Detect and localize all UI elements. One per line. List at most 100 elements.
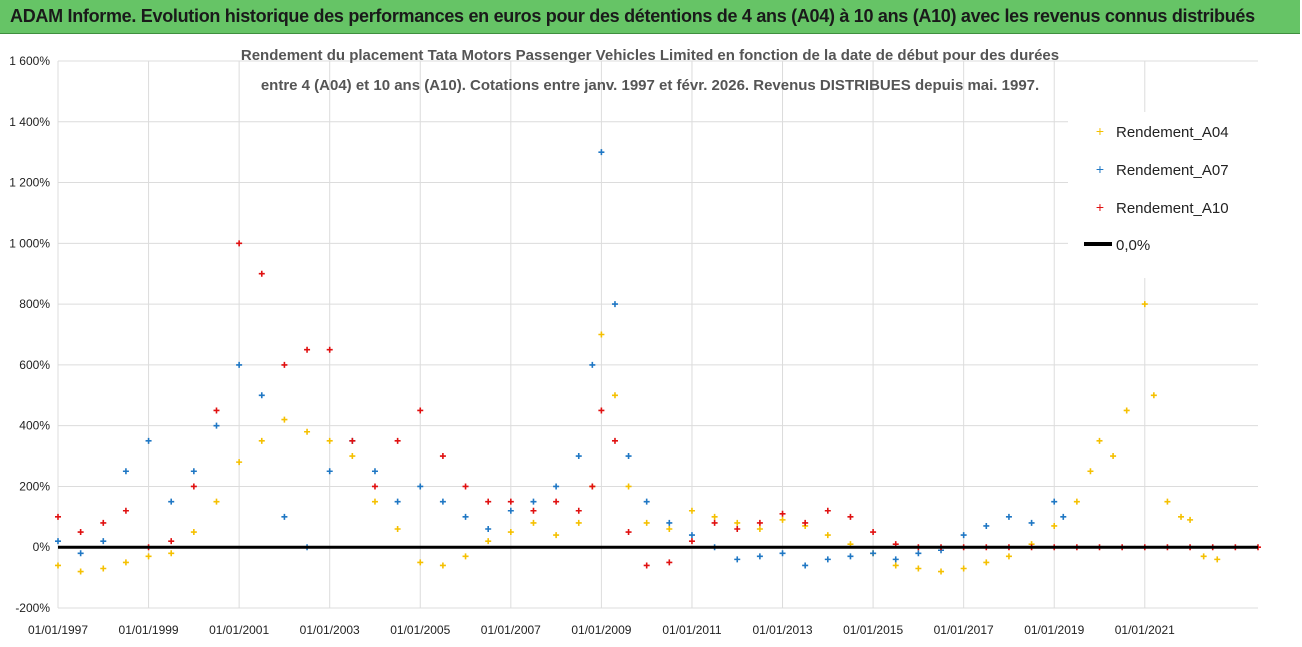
data-point (258, 392, 265, 399)
data-point (589, 483, 596, 490)
y-tick-label: 800% (19, 297, 50, 311)
data-point (802, 562, 809, 569)
data-point (213, 498, 220, 505)
data-point (1200, 553, 1207, 560)
data-point (1187, 516, 1194, 523)
data-point (960, 565, 967, 572)
data-point (417, 483, 424, 490)
data-point (553, 498, 560, 505)
data-point (734, 556, 741, 563)
data-point (485, 525, 492, 532)
data-point (779, 510, 786, 517)
y-tick-label: 1 000% (9, 236, 50, 250)
data-point (1005, 553, 1012, 560)
series-rendement-a10 (55, 240, 1261, 569)
data-point (462, 553, 469, 560)
data-point (1110, 453, 1117, 460)
data-point (983, 522, 990, 529)
data-point (611, 301, 618, 308)
data-point (100, 519, 107, 526)
data-point (371, 498, 378, 505)
chart-title-line-1: Rendement du placement Tata Motors Passe… (241, 47, 1059, 64)
data-point (553, 483, 560, 490)
data-point (326, 437, 333, 444)
data-point (530, 519, 537, 526)
data-point (734, 519, 741, 526)
data-point (802, 519, 809, 526)
data-point (122, 507, 129, 514)
data-point (643, 562, 650, 569)
series-rendement-a07 (55, 149, 1067, 569)
data-point (326, 346, 333, 353)
data-point (281, 361, 288, 368)
legend-marker-a04: + (1096, 123, 1104, 139)
y-tick-label: 400% (19, 419, 50, 433)
x-tick-label: 01/01/2019 (1024, 623, 1084, 637)
data-point (598, 407, 605, 414)
data-point (507, 529, 514, 536)
series-rendement-a04 (55, 270, 1221, 575)
data-point (643, 498, 650, 505)
legend-label-a07: Rendement_A07 (1116, 162, 1229, 179)
chart-legend: + Rendement_A04 + Rendement_A07 + Rendem… (1068, 112, 1290, 278)
data-point (122, 559, 129, 566)
data-point (462, 513, 469, 520)
data-point (281, 513, 288, 520)
data-point (666, 525, 673, 532)
data-point (1141, 301, 1148, 308)
y-tick-label: 200% (19, 479, 50, 493)
data-point (1164, 498, 1171, 505)
data-point (688, 538, 695, 545)
data-point (258, 437, 265, 444)
data-point (598, 331, 605, 338)
data-point (439, 498, 446, 505)
data-point (575, 507, 582, 514)
data-point (371, 483, 378, 490)
data-point (1178, 513, 1185, 520)
data-point (304, 428, 311, 435)
data-point (485, 498, 492, 505)
data-point (1096, 437, 1103, 444)
legend-label-a10: Rendement_A10 (1116, 200, 1229, 217)
data-point (688, 532, 695, 539)
data-point (326, 468, 333, 475)
data-point (439, 562, 446, 569)
data-point (462, 483, 469, 490)
data-point (598, 149, 605, 156)
data-point (756, 525, 763, 532)
data-point (77, 568, 84, 575)
data-point (611, 437, 618, 444)
data-point (190, 483, 197, 490)
data-point (236, 459, 243, 466)
data-point (892, 556, 899, 563)
data-point (779, 550, 786, 557)
chart-title-line-2: entre 4 (A04) et 10 ans (A10). Cotations… (261, 77, 1039, 94)
data-point (666, 559, 673, 566)
data-point (915, 550, 922, 557)
data-point (960, 532, 967, 539)
data-point (589, 361, 596, 368)
data-point (168, 538, 175, 545)
data-point (168, 498, 175, 505)
data-point (1060, 513, 1067, 520)
data-point (756, 519, 763, 526)
data-point (734, 525, 741, 532)
data-point (304, 346, 311, 353)
data-point (530, 498, 537, 505)
x-tick-label: 01/01/2009 (571, 623, 631, 637)
x-axis-ticks: 01/01/1997 01/01/1999 01/01/2001 01/01/2003… (28, 623, 1175, 637)
report-banner: ADAM Informe. Evolution historique des p… (0, 0, 1300, 34)
data-point (575, 519, 582, 526)
data-point (756, 553, 763, 560)
data-point (824, 556, 831, 563)
data-point (611, 392, 618, 399)
x-tick-label: 01/01/2007 (481, 623, 541, 637)
data-point (847, 513, 854, 520)
data-point (281, 416, 288, 423)
data-point (1005, 513, 1012, 520)
x-tick-label: 01/01/2015 (843, 623, 903, 637)
x-tick-label: 01/01/2017 (934, 623, 994, 637)
data-point (530, 507, 537, 514)
data-point (100, 538, 107, 545)
